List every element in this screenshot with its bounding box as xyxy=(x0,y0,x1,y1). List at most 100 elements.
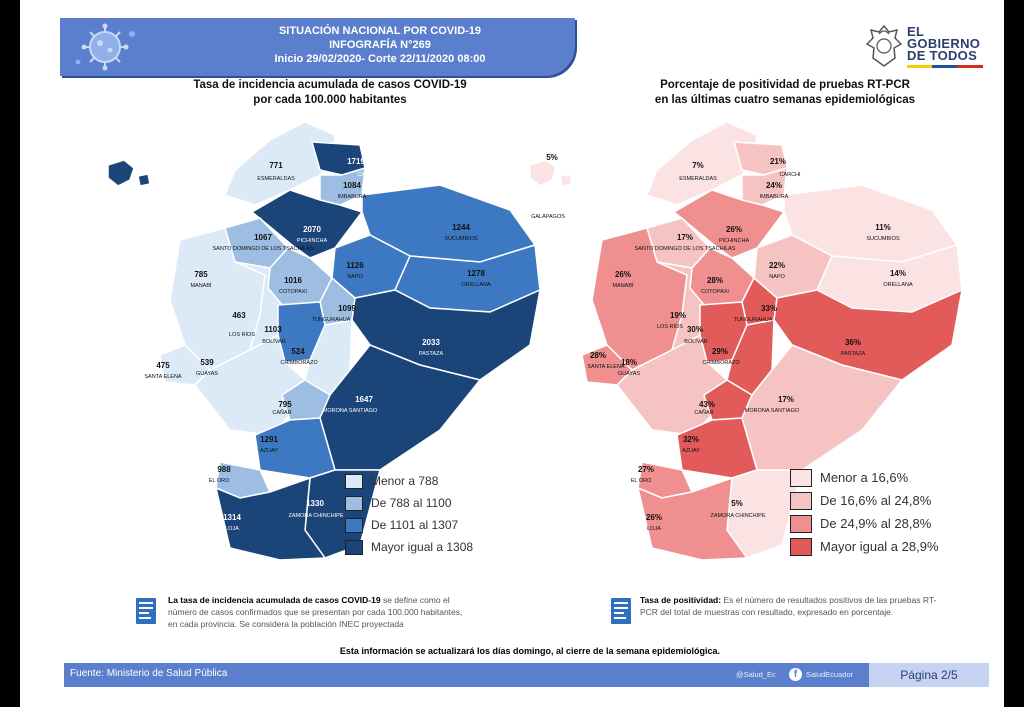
province-name: SANTO DOMINGO DE LOS TSACHILAS xyxy=(635,246,736,252)
province-name: EL ORO xyxy=(209,478,230,484)
flag-bar xyxy=(907,65,983,68)
document-icon xyxy=(611,598,631,624)
province-value: 2033 xyxy=(422,338,440,347)
province-name: IMBABURA xyxy=(760,194,789,200)
province-value: 28% xyxy=(707,276,723,285)
province-value: 1084 xyxy=(343,181,361,190)
province-name: LOJA xyxy=(647,526,661,532)
legend-label: Menor a 16,6% xyxy=(820,470,909,485)
map1-legend-item: De 788 al 1100 xyxy=(345,492,473,514)
province-value: 1244 xyxy=(452,223,470,232)
footer-source: Fuente: Ministerio de Salud Pública xyxy=(70,668,227,679)
province-name: ESMERALDAS xyxy=(679,176,717,182)
footer-source-value: Ministerio de Salud Pública xyxy=(106,668,228,679)
gobierno-logo: EL GOBIERNO DE TODOS xyxy=(865,24,990,70)
province-name: SUCUMBIOS xyxy=(444,236,478,242)
province-name: ORELLANA xyxy=(461,282,491,288)
province-value: 36% xyxy=(845,338,861,347)
positivity-definition-note: Tasa de positividad: Es el número de res… xyxy=(640,594,940,618)
province-name: MORONA SANTIAGO xyxy=(323,408,378,414)
province-value: 463 xyxy=(232,311,246,320)
legend-label: Mayor igual a 28,9% xyxy=(820,539,939,554)
province-name: SANTO DOMINGO DE LOS TSACHILAS xyxy=(213,246,314,252)
twitter-handle[interactable]: @Salud_Ec xyxy=(736,670,776,679)
province-name: NAPO xyxy=(769,274,785,280)
province-name: BOLÍVAR xyxy=(262,338,285,345)
province-value: 17% xyxy=(677,233,693,242)
province-value: 1278 xyxy=(467,269,485,278)
legend-label: De 24,9% al 28,8% xyxy=(820,516,932,531)
province-value: 1126 xyxy=(346,261,364,270)
province-value: 33% xyxy=(761,304,777,313)
map2-legend-item: De 24,9% al 28,8% xyxy=(790,512,939,535)
province-name: MANABÍ xyxy=(612,282,634,289)
province-value: 785 xyxy=(194,270,208,279)
province-value: 1291 xyxy=(260,435,278,444)
legend-swatch xyxy=(790,537,812,556)
map2-title-line2: en las últimas cuatro semanas epidemioló… xyxy=(654,94,916,106)
province-value: 7% xyxy=(692,161,704,170)
province-value: 1330 xyxy=(306,499,324,508)
facebook-icon[interactable]: f xyxy=(789,668,802,681)
province-name: MANABÍ xyxy=(190,282,212,289)
province-name: NAPO xyxy=(347,274,363,280)
note-left-text: se define como el número de casos confir… xyxy=(168,595,463,629)
map2-legend: Menor a 16,6% De 16,6% al 24,8% De 24,9%… xyxy=(790,466,939,558)
province-name: EL ORO xyxy=(631,478,652,484)
province-value: 18% xyxy=(621,358,637,367)
note-left-bold: La tasa de incidencia acumulada de casos… xyxy=(168,595,381,605)
province-value: 771 xyxy=(269,161,283,170)
province-value: 1647 xyxy=(355,395,373,404)
facebook-handle[interactable]: SaludEcuador xyxy=(806,670,854,679)
province-value: 43% xyxy=(699,400,715,409)
legend-swatch xyxy=(345,517,363,533)
province-value: 24% xyxy=(766,181,782,190)
province-name: LOS RÍOS xyxy=(229,331,255,338)
incidence-definition-note: La tasa de incidencia acumulada de casos… xyxy=(168,594,468,630)
province-value: 22% xyxy=(769,261,785,270)
province-name: TUNGURAHUA xyxy=(734,317,773,323)
page-number: Página 2/5 xyxy=(869,663,989,687)
logo-line-3: DE TODOS xyxy=(907,48,978,63)
province-value: 26% xyxy=(726,225,742,234)
map1-legend-item: De 1101 al 1307 xyxy=(345,514,473,536)
positivity-map: 5% GALÁPAGOS 7% ESMERALDAS 21% CARCHI 24% IMBAB… xyxy=(529,121,963,561)
province-name: MORONA SANTIAGO xyxy=(745,408,800,414)
province-value: 1067 xyxy=(254,233,272,242)
legend-swatch xyxy=(345,473,363,489)
map1-legend-item: Menor a 788 xyxy=(345,470,473,492)
province-name: PICHINCHA xyxy=(719,238,750,244)
province-value: 26% xyxy=(615,270,631,279)
incidence-map: 1135 GALÁPAGOS 771 ESMERALDAS 1719 CARCHI 1084… xyxy=(107,121,541,561)
province-name: CARCHI xyxy=(779,172,801,178)
province-name: ZAMORA CHINCHIPE xyxy=(710,513,765,519)
province-value: 21% xyxy=(770,157,786,166)
map2-legend-item: Menor a 16,6% xyxy=(790,466,939,489)
map1-title: Tasa de incidencia acumulada de casos CO… xyxy=(180,78,480,108)
province-value: 27% xyxy=(638,465,654,474)
header-title: SITUACIÓN NACIONAL POR COVID-19 xyxy=(278,25,482,37)
province-value: 524 xyxy=(291,347,305,356)
logo-line-1: EL xyxy=(907,24,925,39)
province-name: PASTAZA xyxy=(419,351,444,357)
province-name: LOS RÍOS xyxy=(657,323,683,330)
province-name: CHIMBORAZO xyxy=(702,360,740,366)
province-name: AZUAY xyxy=(260,448,278,454)
legend-label: De 1101 al 1307 xyxy=(371,518,459,532)
page-number-label: Página 2/5 xyxy=(900,668,958,682)
map1-legend: Menor a 788 De 788 al 1100 De 1101 al 13… xyxy=(345,470,473,558)
update-notice: Esta información se actualizará los días… xyxy=(339,646,721,656)
province-value: 1719 xyxy=(347,157,365,166)
legend-label: Menor a 788 xyxy=(371,474,439,488)
province-name: CARCHI xyxy=(357,172,379,178)
province-value: 14% xyxy=(890,269,906,278)
province-value: 1314 xyxy=(223,513,241,522)
province-name: TUNGURAHUA xyxy=(312,317,351,323)
map2-legend-item: De 16,6% al 24,8% xyxy=(790,489,939,512)
province-name: PASTAZA xyxy=(841,351,866,357)
virus-icon xyxy=(75,23,135,71)
province-name: SANTA ELENA xyxy=(144,374,182,380)
province-value: 30% xyxy=(687,325,703,334)
coat-of-arms-icon xyxy=(865,24,903,67)
province-name: CHIMBORAZO xyxy=(280,360,318,366)
